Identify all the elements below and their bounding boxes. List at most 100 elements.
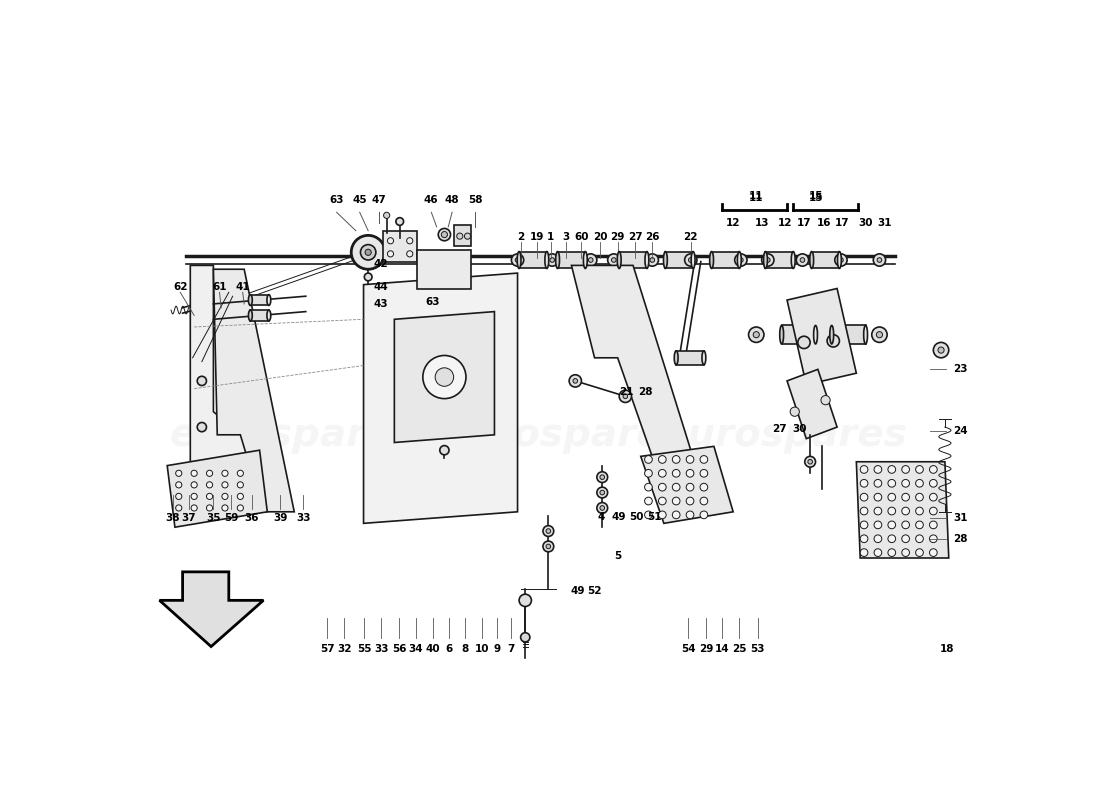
Circle shape (915, 521, 923, 529)
Ellipse shape (267, 310, 271, 321)
Text: 8: 8 (462, 644, 469, 654)
Text: 53: 53 (750, 644, 764, 654)
Circle shape (222, 482, 228, 488)
Circle shape (238, 494, 243, 499)
Ellipse shape (814, 326, 817, 344)
Circle shape (672, 483, 680, 491)
Circle shape (176, 482, 182, 488)
Polygon shape (788, 289, 856, 385)
Circle shape (888, 549, 895, 557)
Text: 58: 58 (468, 195, 483, 205)
Circle shape (860, 521, 868, 529)
Circle shape (860, 479, 868, 487)
Circle shape (176, 505, 182, 511)
Circle shape (835, 254, 847, 266)
Circle shape (607, 254, 620, 266)
Circle shape (456, 233, 463, 239)
Text: 56: 56 (392, 644, 406, 654)
Polygon shape (213, 270, 295, 512)
Text: 25: 25 (733, 644, 747, 654)
Ellipse shape (763, 251, 768, 269)
Ellipse shape (617, 251, 621, 269)
Polygon shape (676, 351, 704, 365)
Ellipse shape (791, 251, 795, 269)
Text: 29: 29 (698, 644, 714, 654)
Circle shape (191, 470, 197, 476)
Circle shape (738, 258, 744, 262)
Text: 31: 31 (877, 218, 891, 228)
Circle shape (645, 483, 652, 491)
Text: 23: 23 (953, 364, 968, 374)
Circle shape (700, 470, 707, 477)
Circle shape (874, 521, 882, 529)
Circle shape (191, 505, 197, 511)
Polygon shape (251, 294, 268, 306)
Ellipse shape (249, 294, 252, 306)
Circle shape (915, 549, 923, 557)
Text: 12: 12 (726, 218, 740, 228)
Text: 30: 30 (858, 218, 872, 228)
Polygon shape (190, 266, 260, 512)
Circle shape (222, 494, 228, 499)
Circle shape (915, 466, 923, 474)
Circle shape (798, 336, 810, 349)
Polygon shape (856, 462, 948, 558)
Circle shape (938, 347, 944, 353)
Text: 34: 34 (408, 644, 424, 654)
Circle shape (700, 497, 707, 505)
Polygon shape (454, 226, 472, 246)
Text: 47: 47 (372, 195, 386, 205)
Text: 50: 50 (629, 512, 645, 522)
Circle shape (902, 549, 910, 557)
Circle shape (207, 482, 212, 488)
Circle shape (766, 258, 770, 262)
Circle shape (754, 332, 759, 338)
Circle shape (387, 250, 394, 257)
Circle shape (902, 535, 910, 542)
Text: 63: 63 (426, 298, 440, 307)
Ellipse shape (583, 251, 587, 269)
Circle shape (546, 529, 551, 534)
Circle shape (364, 273, 372, 281)
Circle shape (238, 482, 243, 488)
Circle shape (748, 327, 763, 342)
Text: 38: 38 (165, 513, 179, 523)
Circle shape (573, 378, 578, 383)
Circle shape (821, 395, 830, 405)
Circle shape (645, 455, 652, 463)
Text: 24: 24 (953, 426, 968, 436)
Text: 41: 41 (235, 282, 250, 292)
Circle shape (422, 355, 466, 398)
Circle shape (871, 327, 888, 342)
Circle shape (407, 250, 412, 257)
Circle shape (735, 254, 747, 266)
Polygon shape (832, 326, 866, 344)
Circle shape (915, 507, 923, 515)
Text: 4: 4 (597, 512, 604, 522)
Text: 10: 10 (475, 644, 490, 654)
Circle shape (207, 494, 212, 499)
Polygon shape (666, 251, 693, 269)
Circle shape (407, 238, 412, 244)
Text: 31: 31 (953, 513, 968, 523)
Text: 17: 17 (796, 218, 812, 228)
Ellipse shape (556, 251, 560, 269)
Polygon shape (558, 251, 585, 269)
Circle shape (351, 235, 385, 270)
Ellipse shape (267, 294, 271, 306)
Circle shape (838, 258, 844, 262)
Circle shape (800, 258, 805, 262)
Circle shape (197, 376, 207, 386)
Circle shape (877, 332, 882, 338)
Circle shape (902, 507, 910, 515)
Circle shape (597, 472, 607, 482)
Circle shape (176, 470, 182, 476)
Circle shape (915, 494, 923, 501)
Circle shape (191, 482, 197, 488)
Circle shape (197, 469, 207, 478)
Text: 32: 32 (337, 644, 352, 654)
Text: 42: 42 (374, 259, 388, 269)
Text: 60: 60 (574, 232, 589, 242)
Text: 33: 33 (296, 513, 310, 523)
Ellipse shape (691, 251, 695, 269)
